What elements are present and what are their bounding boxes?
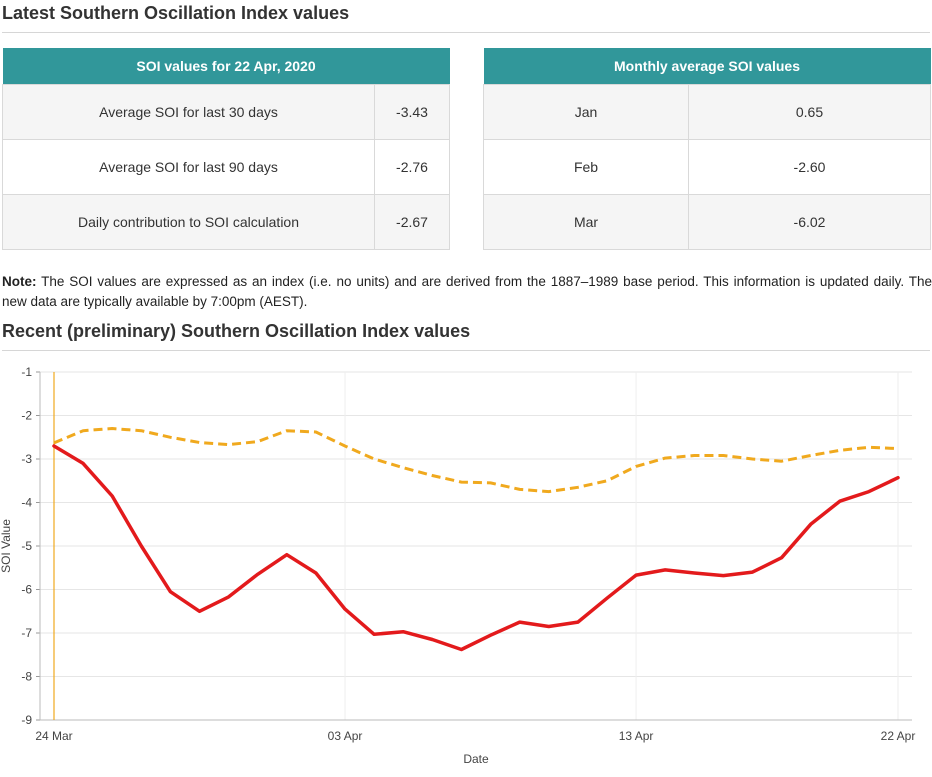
month-label: Jan (483, 83, 689, 140)
table-row: Average SOI for last 30 days -3.43 (2, 83, 450, 140)
note-body: The SOI values are expressed as an index… (2, 274, 932, 309)
x-tick-label: 22 Apr (881, 729, 916, 743)
y-tick-label: -5 (21, 539, 32, 553)
month-value: 0.65 (688, 83, 931, 140)
title-divider (2, 32, 930, 33)
soi-line-chart: -1 -2 -3 -4 -5 -6 -7 -8 -924 Mar 03 Apr 13 Apr 22 A… (0, 365, 916, 766)
month-value: -2.60 (688, 138, 931, 195)
y-tick-label: -3 (21, 452, 32, 466)
month-label: Mar (483, 193, 689, 250)
soi-row-label: Daily contribution to SOI calculation (2, 193, 375, 250)
soi-row-value: -3.43 (374, 83, 450, 140)
table-row: Jan 0.65 (483, 83, 931, 140)
note-label: Note: (2, 274, 37, 289)
soi-row-value: -2.67 (374, 193, 450, 250)
x-axis-label: Date (463, 752, 489, 766)
y-tick-label: -6 (21, 583, 32, 597)
table-row: Daily contribution to SOI calculation -2… (2, 193, 450, 250)
series-line-solid (52, 444, 900, 652)
series-line-dashed (53, 427, 899, 494)
soi-row-value: -2.76 (374, 138, 450, 195)
table-row: Average SOI for last 90 days -2.76 (2, 138, 450, 195)
y-tick-label: -8 (21, 670, 32, 684)
monthly-soi-header: Monthly average SOI values (483, 48, 931, 84)
table-row: Mar -6.02 (483, 193, 931, 250)
y-tick-label: -9 (21, 713, 32, 727)
y-axis-label: SOI Value (0, 519, 13, 573)
y-tick-label: -4 (21, 496, 32, 510)
month-label: Feb (483, 138, 689, 195)
month-value: -6.02 (688, 193, 931, 250)
page-title: Latest Southern Oscillation Index values (2, 3, 350, 23)
soi-row-label: Average SOI for last 90 days (2, 138, 375, 195)
note-text: Note: The SOI values are expressed as an… (2, 272, 932, 312)
latest-soi-header: SOI values for 22 Apr, 2020 (2, 48, 450, 84)
table-row: Feb -2.60 (483, 138, 931, 195)
y-tick-label: -2 (21, 409, 32, 423)
soi-row-label: Average SOI for last 30 days (2, 83, 375, 140)
chart-heading: Recent (preliminary) Southern Oscillatio… (2, 321, 471, 341)
x-tick-label: 13 Apr (619, 729, 654, 743)
y-tick-label: -1 (21, 365, 32, 379)
monthly-soi-table: Monthly average SOI values Jan 0.65 Feb … (483, 48, 931, 250)
y-tick-label: -7 (21, 626, 32, 640)
latest-soi-table: SOI values for 22 Apr, 2020 Average SOI … (2, 48, 450, 250)
x-tick-label: 24 Mar (35, 729, 72, 743)
x-tick-label: 03 Apr (328, 729, 363, 743)
chart-heading-divider (2, 350, 930, 351)
